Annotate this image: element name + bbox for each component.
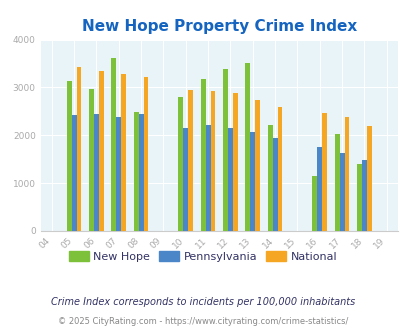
Bar xyxy=(121,74,126,231)
Bar xyxy=(267,125,272,231)
Text: © 2025 CityRating.com - https://www.cityrating.com/crime-statistics/: © 2025 CityRating.com - https://www.city… xyxy=(58,317,347,326)
Bar xyxy=(322,113,326,231)
Bar xyxy=(94,114,99,231)
Text: Crime Index corresponds to incidents per 100,000 inhabitants: Crime Index corresponds to incidents per… xyxy=(51,297,354,307)
Bar xyxy=(89,89,94,231)
Bar xyxy=(272,138,277,231)
Bar xyxy=(183,128,188,231)
Bar xyxy=(138,114,143,231)
Bar xyxy=(178,97,183,231)
Bar xyxy=(77,67,81,231)
Bar xyxy=(344,116,349,231)
Bar xyxy=(339,152,344,231)
Bar xyxy=(66,81,71,231)
Bar xyxy=(71,115,77,231)
Bar xyxy=(99,71,104,231)
Bar xyxy=(200,79,205,231)
Bar xyxy=(316,147,322,231)
Bar xyxy=(255,100,260,231)
Bar xyxy=(245,63,249,231)
Bar xyxy=(143,77,148,231)
Bar xyxy=(133,112,138,231)
Bar xyxy=(188,90,193,231)
Bar xyxy=(311,176,316,231)
Bar xyxy=(366,126,371,231)
Bar xyxy=(356,164,361,231)
Bar xyxy=(361,160,366,231)
Bar xyxy=(232,93,237,231)
Bar xyxy=(116,117,121,231)
Bar xyxy=(334,134,339,231)
Legend: New Hope, Pennsylvania, National: New Hope, Pennsylvania, National xyxy=(64,247,341,267)
Bar xyxy=(111,58,116,231)
Bar xyxy=(227,128,232,231)
Bar xyxy=(222,69,227,231)
Bar xyxy=(249,132,255,231)
Bar xyxy=(210,91,215,231)
Bar xyxy=(205,125,210,231)
Bar xyxy=(277,107,282,231)
Title: New Hope Property Crime Index: New Hope Property Crime Index xyxy=(81,19,356,34)
